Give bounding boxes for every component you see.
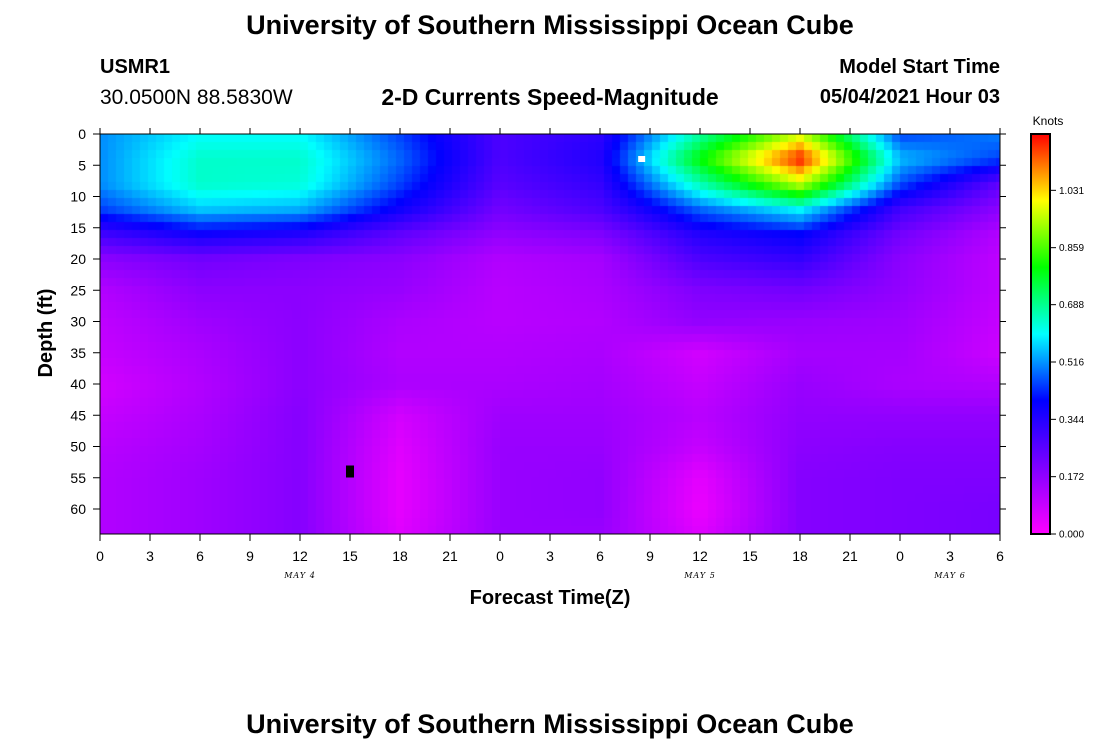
page-title: University of Southern Mississippi Ocean… (246, 10, 854, 40)
x-tick-label: 3 (146, 548, 154, 564)
y-tick-label: 15 (70, 220, 86, 236)
x-tick-label: 15 (742, 548, 758, 564)
y-tick-label: 50 (70, 439, 86, 455)
y-tick-label: 30 (70, 314, 86, 330)
x-tick-label: 0 (496, 548, 504, 564)
colorbar-ticks: 0.000 0.172 0.344 0.516 0.688 0.859 1.031 (1050, 186, 1084, 541)
colorbar-tick-label: 0.859 (1059, 243, 1084, 254)
x-tick-label: 12 (292, 548, 308, 564)
day-labels: MAY 4 MAY 5 MAY 6 (283, 571, 966, 580)
x-tick-label: 6 (196, 548, 204, 564)
x-tick-label: 0 (96, 548, 104, 564)
colorbar-tick-label: 1.031 (1059, 186, 1084, 197)
y-tick-label: 10 (70, 189, 86, 205)
y-tick-label: 35 (70, 345, 86, 361)
day-label: MAY 5 (683, 571, 716, 580)
x-tick-label: 6 (996, 548, 1004, 564)
x-tick-label: 18 (792, 548, 808, 564)
model-start-value: 05/04/2021 Hour 03 (819, 86, 1000, 108)
footer-title: University of Southern Mississippi Ocean… (246, 709, 854, 739)
chart-subtitle: 2-D Currents Speed-Magnitude (381, 84, 719, 110)
x-tick-label: 21 (442, 548, 458, 564)
heatmap-marker (346, 465, 354, 478)
x-tick-label: 3 (946, 548, 954, 564)
x-tick-label: 21 (842, 548, 858, 564)
station-id: USMR1 (100, 56, 171, 78)
colorbar-tick-label: 0.172 (1059, 472, 1084, 483)
x-axis-label: Forecast Time(Z) (470, 587, 631, 609)
model-start-label: Model Start Time (839, 56, 1000, 78)
colorbar: Knots 0.000 0.172 0.344 0.516 0.688 0.859 1.03… (1030, 114, 1084, 541)
colorbar-tick-label: 0.516 (1059, 358, 1084, 369)
x-tick-label: 9 (246, 548, 254, 564)
x-tick-label: 12 (692, 548, 708, 564)
day-label: MAY 4 (283, 571, 316, 580)
y-tick-label: 20 (70, 251, 86, 267)
y-tick-label: 40 (70, 376, 86, 392)
y-axis-label: Depth (ft) (35, 289, 57, 378)
y-tick-label: 5 (78, 157, 86, 173)
heatmap-canvas (100, 134, 1000, 534)
x-tick-label: 18 (392, 548, 408, 564)
colorbar-fill (1031, 134, 1050, 534)
colorbar-tick-label: 0.688 (1059, 300, 1084, 311)
y-tick-label: 45 (70, 407, 86, 423)
x-axis: 0 3 6 9 12 15 18 21 0 3 6 9 12 15 18 21 0 3 6 (96, 128, 1004, 564)
x-tick-label: 6 (596, 548, 604, 564)
y-tick-label: 60 (70, 501, 86, 517)
day-label: MAY 6 (933, 571, 966, 580)
colorbar-unit: Knots (1033, 114, 1064, 128)
x-tick-label: 9 (646, 548, 654, 564)
x-tick-label: 15 (342, 548, 358, 564)
y-tick-label: 0 (78, 126, 86, 142)
x-tick-label: 0 (896, 548, 904, 564)
colorbar-frame (1030, 133, 1051, 535)
heatmap-marker (638, 156, 646, 162)
heatmap-markers (346, 156, 646, 478)
colorbar-tick-label: 0.000 (1059, 530, 1084, 541)
x-tick-label: 3 (546, 548, 554, 564)
heatmap-plot-area (100, 134, 1000, 534)
y-tick-label: 25 (70, 282, 86, 298)
y-tick-label: 55 (70, 470, 86, 486)
colorbar-tick-label: 0.344 (1059, 415, 1084, 426)
station-coordinates: 30.0500N 88.5830W (100, 86, 293, 109)
y-axis: 0 5 10 15 20 25 30 35 40 45 50 55 60 (70, 126, 1006, 517)
